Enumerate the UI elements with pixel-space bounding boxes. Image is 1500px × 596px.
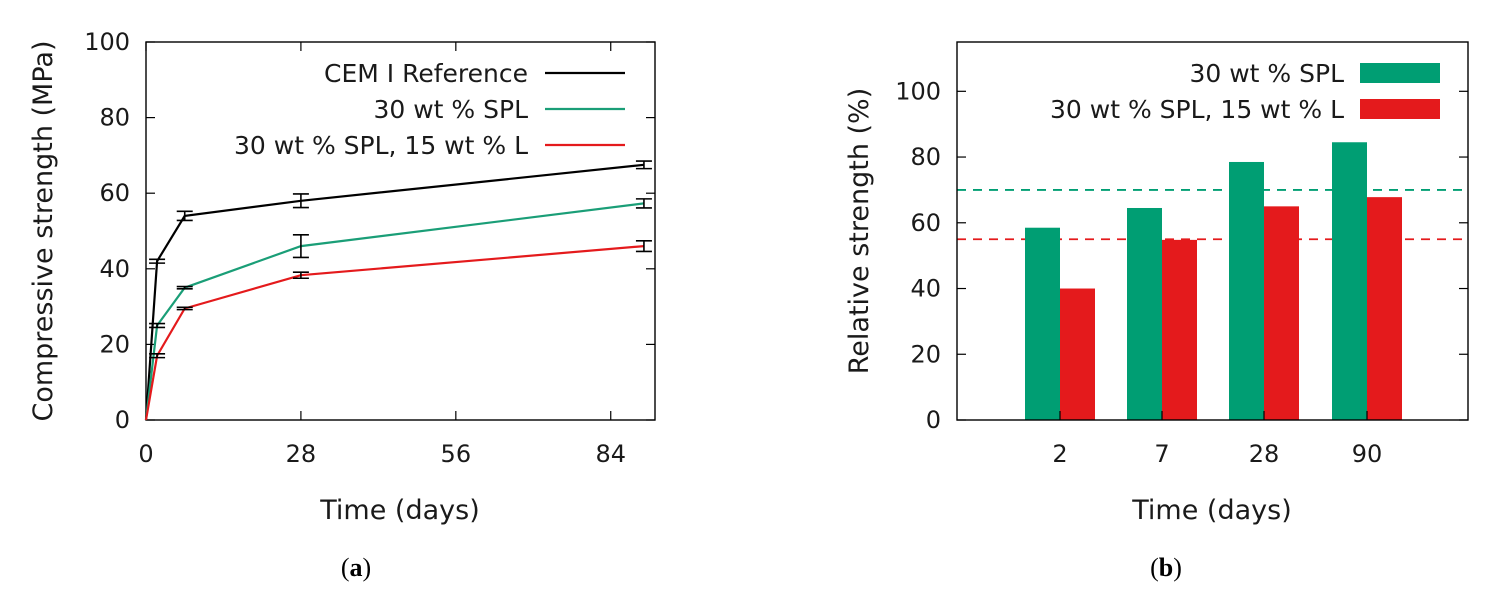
panel-b-xlabel: Time (days)	[1131, 495, 1291, 526]
panel-b-ytick-label: 0	[926, 406, 941, 434]
panel-a-frame	[145, 41, 656, 421]
panel-b-ylabel: Relative strength (%)	[844, 88, 875, 375]
panel-b-caption: (b)	[1150, 553, 1182, 582]
panel-b-legend-label: 30 wt % SPL, 15 wt % L	[1050, 95, 1344, 124]
panel-a-xtick-label: 28	[286, 440, 317, 468]
panel-a-legend-label: 30 wt % SPL	[373, 95, 528, 124]
panel-b-legend-swatch	[1360, 99, 1440, 119]
panel-b-bar-series-2	[1264, 206, 1299, 420]
panel-b-bar-series-2	[1367, 197, 1402, 420]
panel-b-xtick-label: 2	[1052, 440, 1067, 468]
panel-b-bar-series-1	[1025, 227, 1060, 420]
panel-a-line-chart: 0 20 40 60 80 100 0 28 56 84 Time (days) Compress…	[28, 28, 656, 582]
panel-a-xtick-label: 56	[441, 440, 472, 468]
panel-a-series-line-2	[144, 202, 645, 421]
panel-b-bar-series-1	[1332, 142, 1367, 420]
panel-b-bar-series-1	[1229, 161, 1264, 420]
panel-a-ytick-label: 40	[99, 255, 130, 283]
panel-a-legend-label: CEM I Reference	[324, 59, 528, 88]
panel-b-xtick-label: 7	[1154, 440, 1169, 468]
panel-a-ytick-label: 100	[84, 28, 130, 56]
panel-a-xtick-label: 84	[595, 440, 626, 468]
panel-a-xtick-label: 0	[138, 440, 153, 468]
panel-b-xtick-label: 28	[1249, 440, 1280, 468]
panel-b-legend: 30 wt % SPL 30 wt % SPL, 15 wt % L	[1050, 59, 1440, 124]
panel-b-bar-series-1	[1127, 207, 1162, 420]
panel-b-bar-series-2	[1162, 239, 1197, 420]
panel-a-ytick-label: 0	[115, 406, 130, 434]
panel-a-legend: CEM I Reference 30 wt % SPL 30 wt % SPL, 1…	[234, 59, 625, 160]
panel-b-ytick-label: 40	[910, 275, 941, 303]
panel-b-xtick-label: 90	[1352, 440, 1383, 468]
panel-a-legend-label: 30 wt % SPL, 15 wt % L	[234, 131, 528, 160]
panel-b-ytick-label: 20	[910, 340, 941, 368]
panel-a-ylabel: Compressive strength (MPa)	[28, 40, 59, 421]
panel-b-frame	[956, 41, 1469, 421]
panel-a-ytick-label: 60	[99, 179, 130, 207]
panel-b-ytick-label: 60	[910, 209, 941, 237]
panel-a-xlabel: Time (days)	[319, 495, 479, 526]
panel-a-ytick-label: 80	[99, 104, 130, 132]
panel-b-legend-swatch	[1360, 63, 1440, 83]
panel-a-caption: (a)	[341, 553, 371, 582]
panel-a-ytick-label: 20	[99, 330, 130, 358]
panel-b-legend-label: 30 wt % SPL	[1189, 59, 1344, 88]
panel-b-bar-chart: 0 20 40 60 80 100 2 7 28 90 Time (days) Relative …	[844, 41, 1469, 582]
panel-a-series-line-3	[144, 245, 644, 421]
panel-a-series-line-1	[144, 163, 645, 421]
panel-b-ytick-label: 100	[895, 77, 941, 105]
panel-b-ytick-label: 80	[910, 143, 941, 171]
panel-b-bar-series-2	[1060, 288, 1095, 420]
